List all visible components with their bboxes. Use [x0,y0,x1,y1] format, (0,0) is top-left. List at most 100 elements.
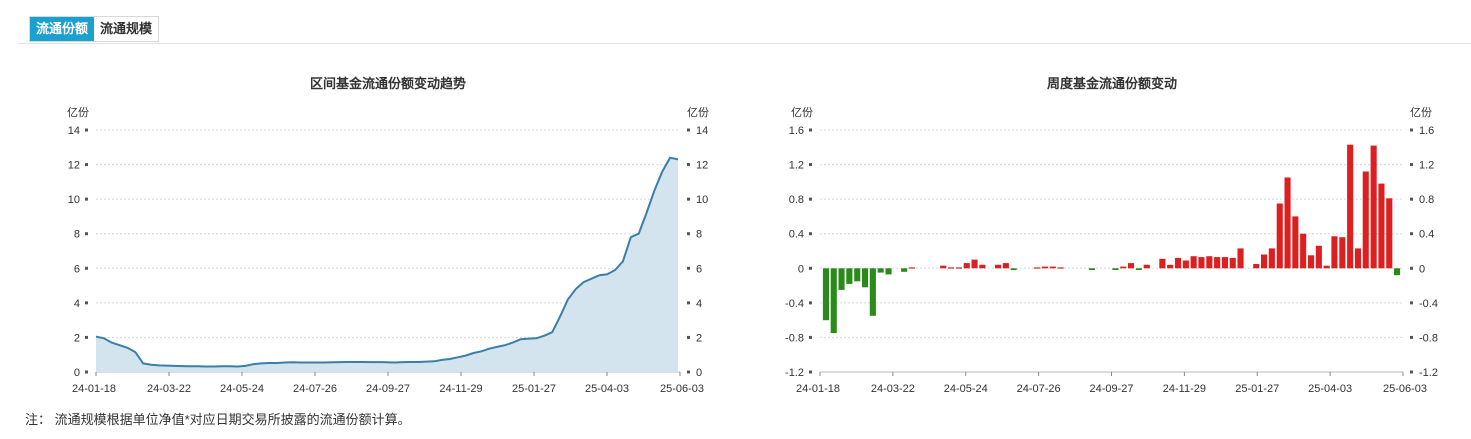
bar [1120,266,1127,269]
y-tick-mark-left [85,163,88,167]
y-tick-mark-left [85,370,88,374]
bar [1088,268,1095,270]
bar [971,259,978,269]
y-tick-mark-left [809,301,812,305]
y-tick-mark-left [809,163,812,167]
y-tick-label-right: 1.2 [1419,160,1434,172]
series-line [95,156,679,368]
y-tick-mark-right [687,370,690,374]
y-tick-label-left: 12 [68,160,80,172]
bar [877,268,884,273]
bar [822,268,829,321]
y-tick-mark-right [1410,128,1413,132]
bar [995,264,1002,269]
y-tick-mark-left [85,197,88,201]
y-tick-label-left: 1.6 [789,125,804,137]
x-tick-label: 24-01-18 [796,383,840,395]
bar [846,268,853,284]
y-tick-label-right: 1.6 [1419,125,1434,137]
y-tick-mark-left [85,232,88,236]
unit-label-right: 亿份 [687,106,709,119]
bar [1386,198,1393,269]
y-tick-mark-right [687,197,690,201]
unit-label-left: 亿份 [67,106,89,119]
bar [854,268,861,282]
bar [1229,257,1236,269]
y-tick-mark-right [687,232,690,236]
x-tick-label: 24-01-18 [72,383,116,395]
bar [963,263,970,269]
bar [1214,257,1221,269]
y-tick-label-left: 0.4 [789,229,804,241]
bar [862,268,869,288]
bar [1182,260,1189,269]
x-tick-label: 24-09-27 [1089,383,1133,395]
y-tick-mark-right [1410,163,1413,167]
y-tick-mark-right [1410,266,1413,270]
y-tick-mark-left [85,301,88,305]
bar [885,268,892,275]
y-tick-mark-right [1410,197,1413,201]
y-tick-label-right: 10 [696,194,708,206]
y-tick-mark-left [85,266,88,270]
y-tick-mark-right [1410,301,1413,305]
bar [1041,266,1048,269]
bar [1347,144,1354,269]
bar [838,268,845,290]
y-tick-label-left: -0.8 [785,332,804,344]
y-tick-label-right: 8 [696,229,702,241]
bar [955,267,962,269]
y-tick-mark-right [687,301,690,305]
y-tick-label-right: 2 [696,332,702,344]
y-tick-label-right: 4 [696,298,702,310]
tab-circulating-shares[interactable]: 流通份额 [30,17,95,41]
bar [948,267,955,269]
y-tick-label-left: 10 [68,194,80,206]
y-tick-label-right: -1.2 [1419,367,1438,379]
y-tick-mark-right [687,335,690,339]
y-tick-mark-left [809,128,812,132]
bar [1143,264,1150,269]
x-tick-label: 24-09-27 [366,383,410,395]
bar [1175,257,1182,269]
x-tick-label: 25-06-03 [660,383,704,395]
x-tick-label: 25-04-03 [585,383,629,395]
bar [1049,266,1056,269]
y-tick-label-right: 0 [696,367,702,379]
y-tick-label-right: -0.4 [1419,298,1438,310]
bar [1308,255,1315,269]
footnote: 注： 流通规模根据单位净值*对应日期交易所披露的流通份额计算。 [25,412,411,427]
unit-label-right: 亿份 [1410,106,1432,119]
x-tick-label: 24-11-29 [439,383,482,395]
bar [1362,171,1369,269]
bar [1112,268,1119,270]
y-tick-mark-right [687,163,690,167]
bar [1253,264,1260,269]
x-tick-label: 25-04-03 [1308,383,1352,395]
y-tick-label-left: 0.8 [789,194,804,206]
bar [1323,265,1330,269]
bar [1135,268,1142,270]
y-tick-label-left: 6 [74,263,80,275]
bar [1198,257,1205,269]
tab-circulating-scale[interactable]: 流通规模 [94,17,159,41]
y-tick-label-left: 4 [74,298,80,310]
series-area [96,157,678,372]
bar [1167,264,1174,269]
bar [1370,145,1377,269]
y-tick-mark-left [85,128,88,132]
bar [1315,245,1322,269]
bar [1057,267,1064,269]
chart-title: 区间基金流通份额变动趋势 [310,76,466,91]
y-tick-label-right: -0.8 [1419,332,1438,344]
y-tick-label-left: 8 [74,229,80,241]
y-tick-label-left: 2 [74,332,80,344]
bar [1268,248,1275,269]
bar [1128,263,1135,269]
y-tick-mark-left [809,197,812,201]
bar [1261,254,1268,269]
y-tick-mark-right [687,266,690,270]
